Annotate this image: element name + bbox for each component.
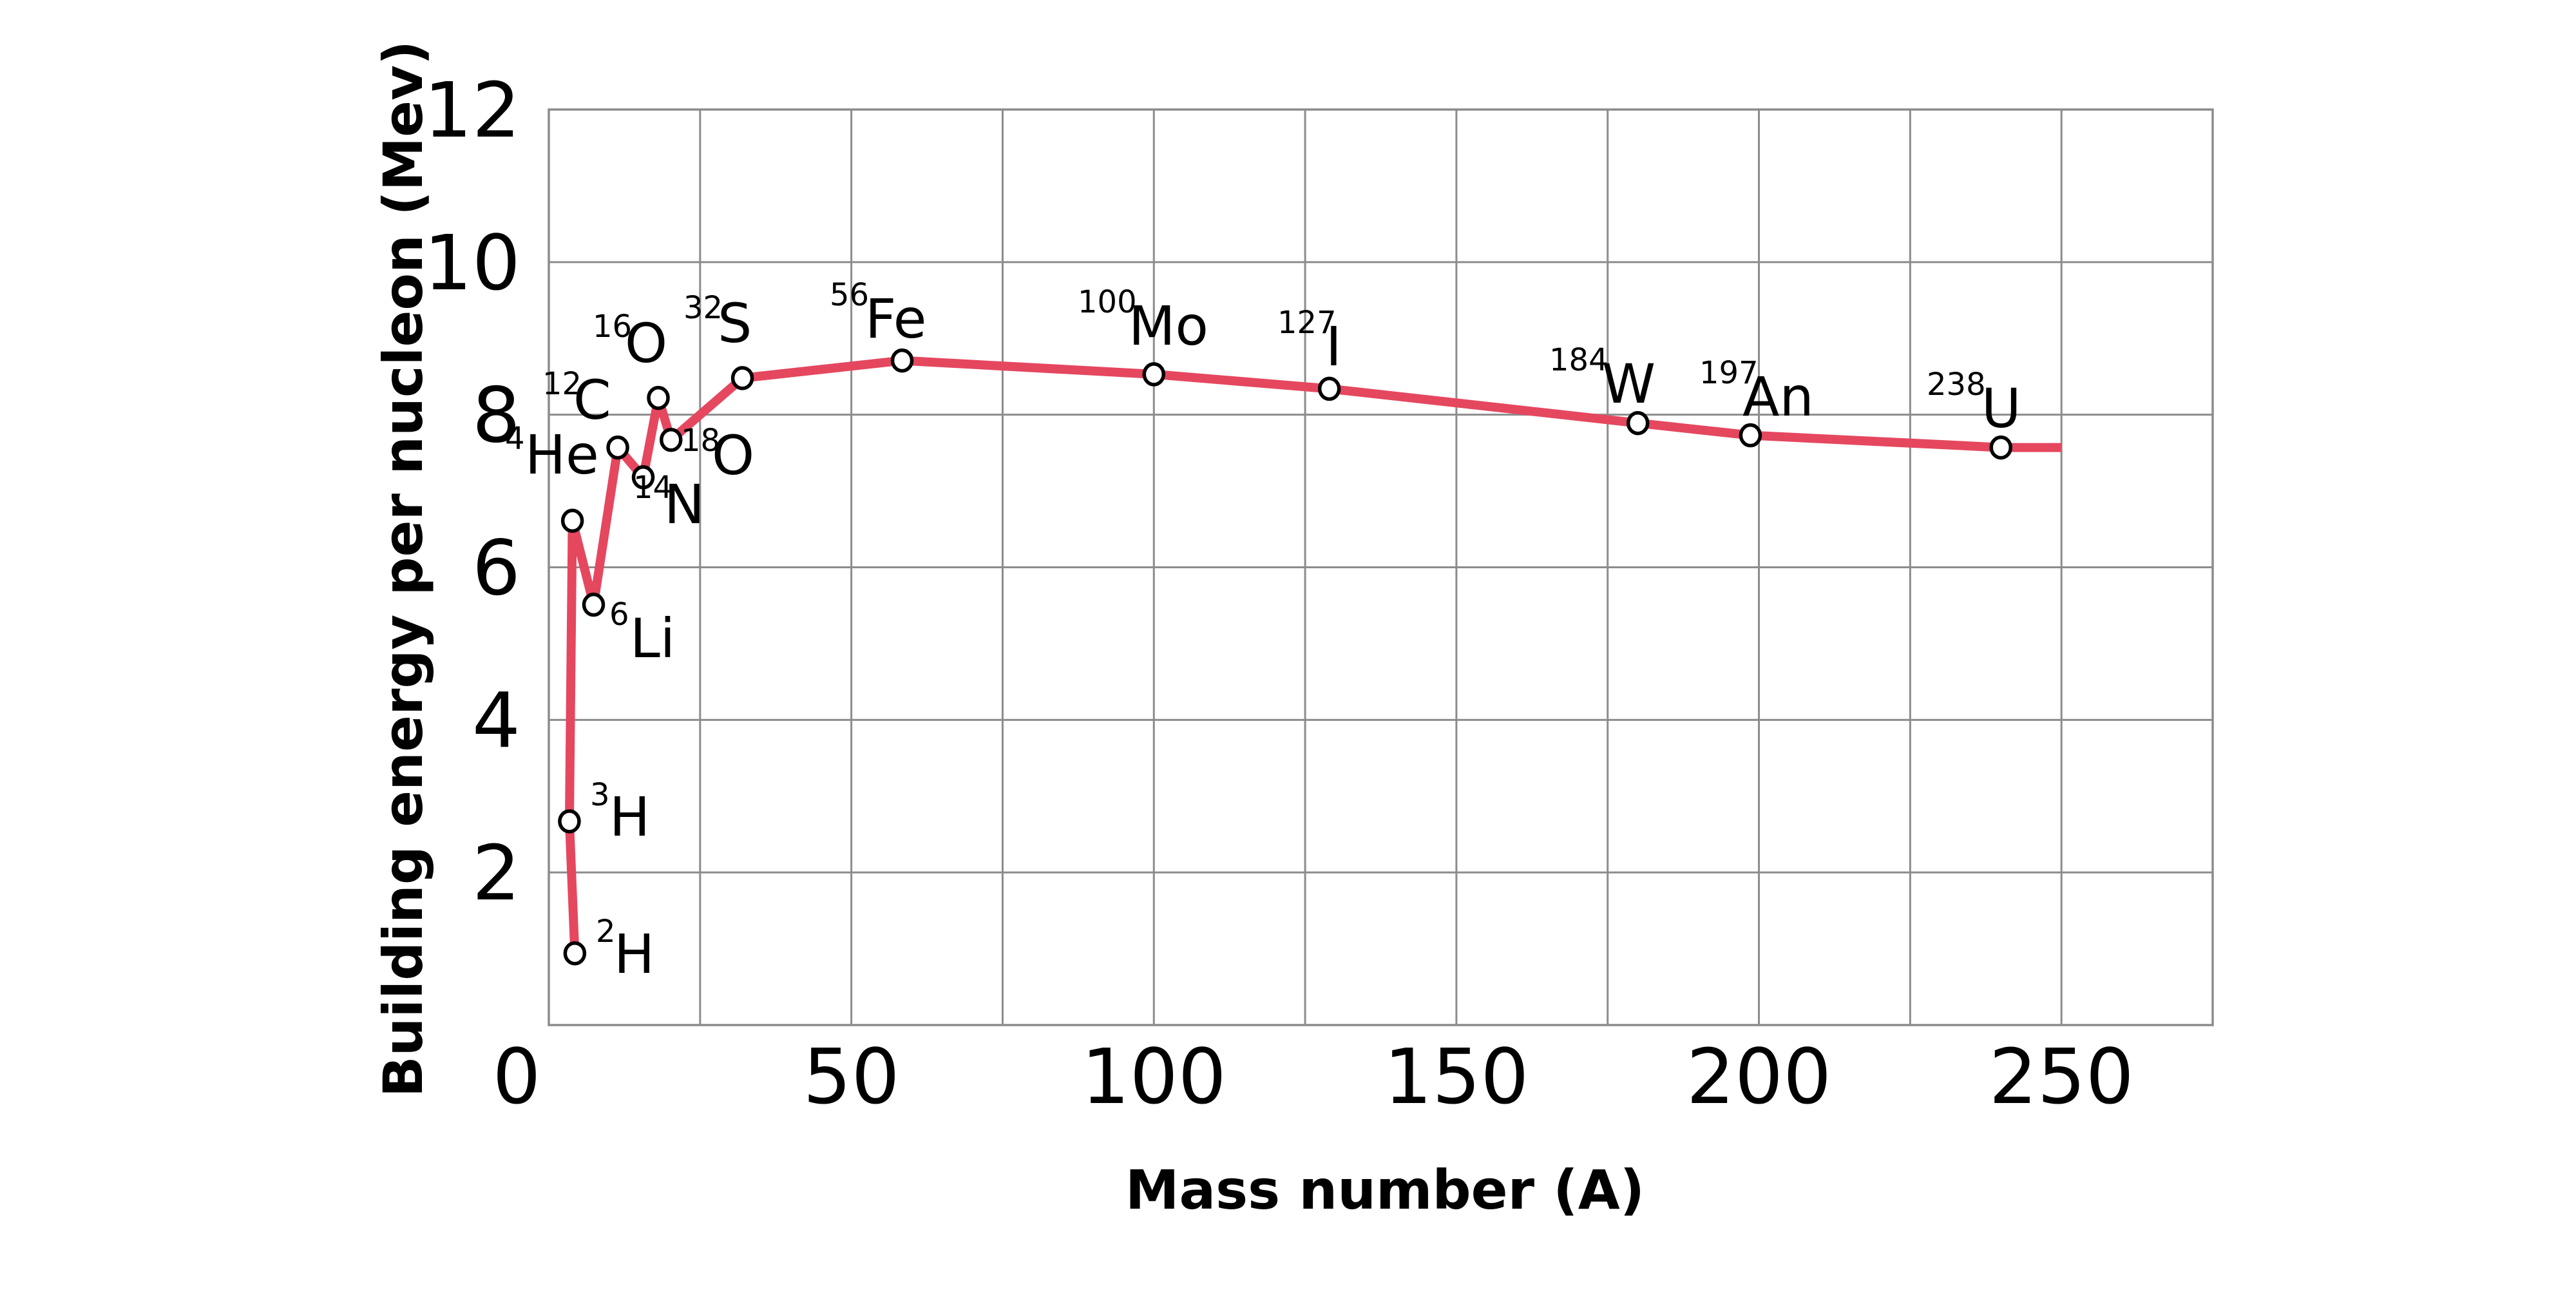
mass-number-superscript: 238 <box>1927 367 1986 403</box>
data-point-32S <box>730 366 754 390</box>
data-point-100Mo <box>1142 362 1166 387</box>
y-tick-label: 12 <box>424 66 520 155</box>
nuclide-label-16O: 16O <box>593 309 667 375</box>
mass-number-superscript: 4 <box>505 421 525 457</box>
element-symbol: Li <box>630 607 675 670</box>
element-symbol: He <box>525 423 599 486</box>
x-tick-label: 200 <box>1686 1032 1831 1121</box>
x-axis-ticks: 0 50 100 150 200 250 <box>492 1032 2133 1121</box>
y-axis-ticks: 2 4 6 8 10 12 <box>424 66 520 917</box>
nuclide-label-4He: 4 He <box>505 421 599 486</box>
element-symbol: H <box>614 923 654 986</box>
data-point-14N <box>631 465 655 490</box>
plot-grid <box>549 110 2213 1025</box>
mass-number-superscript: 100 <box>1078 284 1137 320</box>
y-tick-label: 10 <box>424 218 520 307</box>
element-symbol: O <box>712 424 754 487</box>
mass-number-superscript: 12 <box>542 366 582 402</box>
element-symbol: W <box>1602 352 1655 416</box>
data-point-6Li <box>582 592 606 617</box>
mass-number-superscript: 56 <box>830 277 869 313</box>
mass-number-superscript: 16 <box>593 309 632 345</box>
element-symbol: An <box>1742 365 1814 428</box>
mass-number-superscript: 32 <box>683 290 723 326</box>
element-symbol: H <box>609 785 650 849</box>
data-point-2H <box>563 941 587 966</box>
nuclide-label-12C: 12C <box>542 366 611 432</box>
x-tick-label: 250 <box>1989 1032 2134 1121</box>
y-tick-label: 8 <box>472 371 520 460</box>
x-tick-label: 0 <box>492 1032 540 1121</box>
x-axis-title: Mass number (A) <box>1125 1158 1645 1222</box>
element-symbol: C <box>573 369 611 432</box>
y-axis-title: Building energy per nucleon (Mev) <box>372 41 435 1098</box>
data-point-197An <box>1739 423 1762 448</box>
mass-number-superscript: 2 <box>596 914 616 950</box>
mass-number-superscript: 3 <box>590 777 610 813</box>
data-point-12C <box>606 435 629 460</box>
data-point-238U <box>1989 435 2013 460</box>
mass-number-superscript: 197 <box>1699 355 1759 391</box>
element-symbol: N <box>664 473 705 536</box>
element-symbol: Mo <box>1129 294 1208 358</box>
data-point-4He <box>560 508 584 533</box>
nuclide-label-14N: 14N <box>633 470 705 536</box>
x-tick-label: 50 <box>803 1032 900 1121</box>
element-symbol: I <box>1326 315 1342 378</box>
data-point-18O <box>659 427 683 452</box>
data-point-16O <box>647 385 670 410</box>
element-symbol: U <box>1981 377 2021 440</box>
y-tick-label: 2 <box>472 829 520 917</box>
mass-number-superscript: 127 <box>1277 305 1337 341</box>
nuclide-label-18O: 18O <box>681 423 754 487</box>
mass-number-superscript: 18 <box>681 423 720 459</box>
nuclide-label-32S: 32S <box>683 290 752 355</box>
mass-number-superscript: 14 <box>633 470 673 506</box>
plot-frame <box>548 108 2214 1026</box>
element-symbol: Fe <box>865 287 926 350</box>
x-tick-label: 100 <box>1082 1032 1226 1121</box>
x-tick-label: 150 <box>1384 1032 1529 1121</box>
data-point-markers <box>558 348 2013 966</box>
nuclide-label-6Li: 6 Li <box>609 597 675 670</box>
data-point-56Fe <box>890 348 914 373</box>
nuclide-label-2H: 2H <box>596 914 654 986</box>
element-symbol: O <box>625 312 667 375</box>
data-point-184W <box>1626 410 1650 436</box>
mass-number-superscript: 6 <box>609 597 629 633</box>
mass-number-superscript: 184 <box>1549 342 1608 378</box>
y-tick-label: 4 <box>472 676 520 765</box>
data-point-127I <box>1317 376 1341 401</box>
y-tick-label: 6 <box>472 524 520 613</box>
data-point-3H <box>558 809 581 834</box>
binding-energy-line <box>564 356 2062 954</box>
element-symbol: S <box>718 292 752 355</box>
